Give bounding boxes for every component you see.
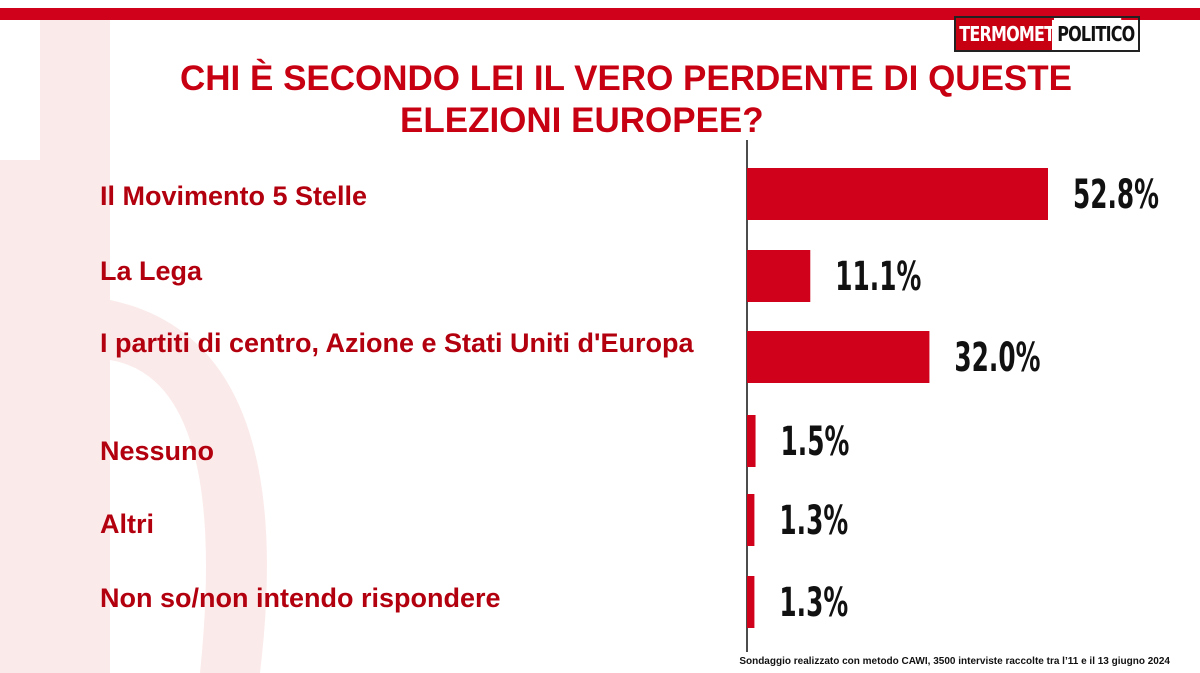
category-label: Altri [100,509,154,539]
data-label: 1.5% [781,418,850,465]
data-label: 52.8% [1073,171,1159,218]
bar [747,576,755,628]
bar [747,168,1048,220]
top-red-bar [0,8,1200,20]
data-label: 32.0% [954,334,1040,381]
bar [747,494,755,546]
category-label: I partiti di centro, Azione e Stati Unit… [100,328,694,358]
title-line-1: CHI È SECONDO LEI IL VERO PERDENTE DI QU… [180,59,1072,98]
termometro-politico-logo: TERMOMETRO POLITICO [954,16,1140,52]
logo-part-2: POLITICO [1054,18,1135,50]
category-label: Il Movimento 5 Stelle [100,181,368,211]
title-line-2: ELEZIONI EUROPEE? [400,101,764,140]
category-label: Non so/non intendo rispondere [100,583,501,613]
bar [747,415,756,467]
footnote: Sondaggio realizzato con metodo CAWI, 35… [739,656,1170,667]
bar [747,250,811,302]
data-label: 11.1% [835,253,921,300]
bar [747,331,930,383]
data-label: 1.3% [779,497,848,544]
chart-title: CHI È SECONDO LEI IL VERO PERDENTE DI QU… [150,58,1150,142]
category-label: Nessuno [100,436,215,466]
data-label: 1.3% [779,579,848,626]
category-label: La Lega [100,256,203,286]
